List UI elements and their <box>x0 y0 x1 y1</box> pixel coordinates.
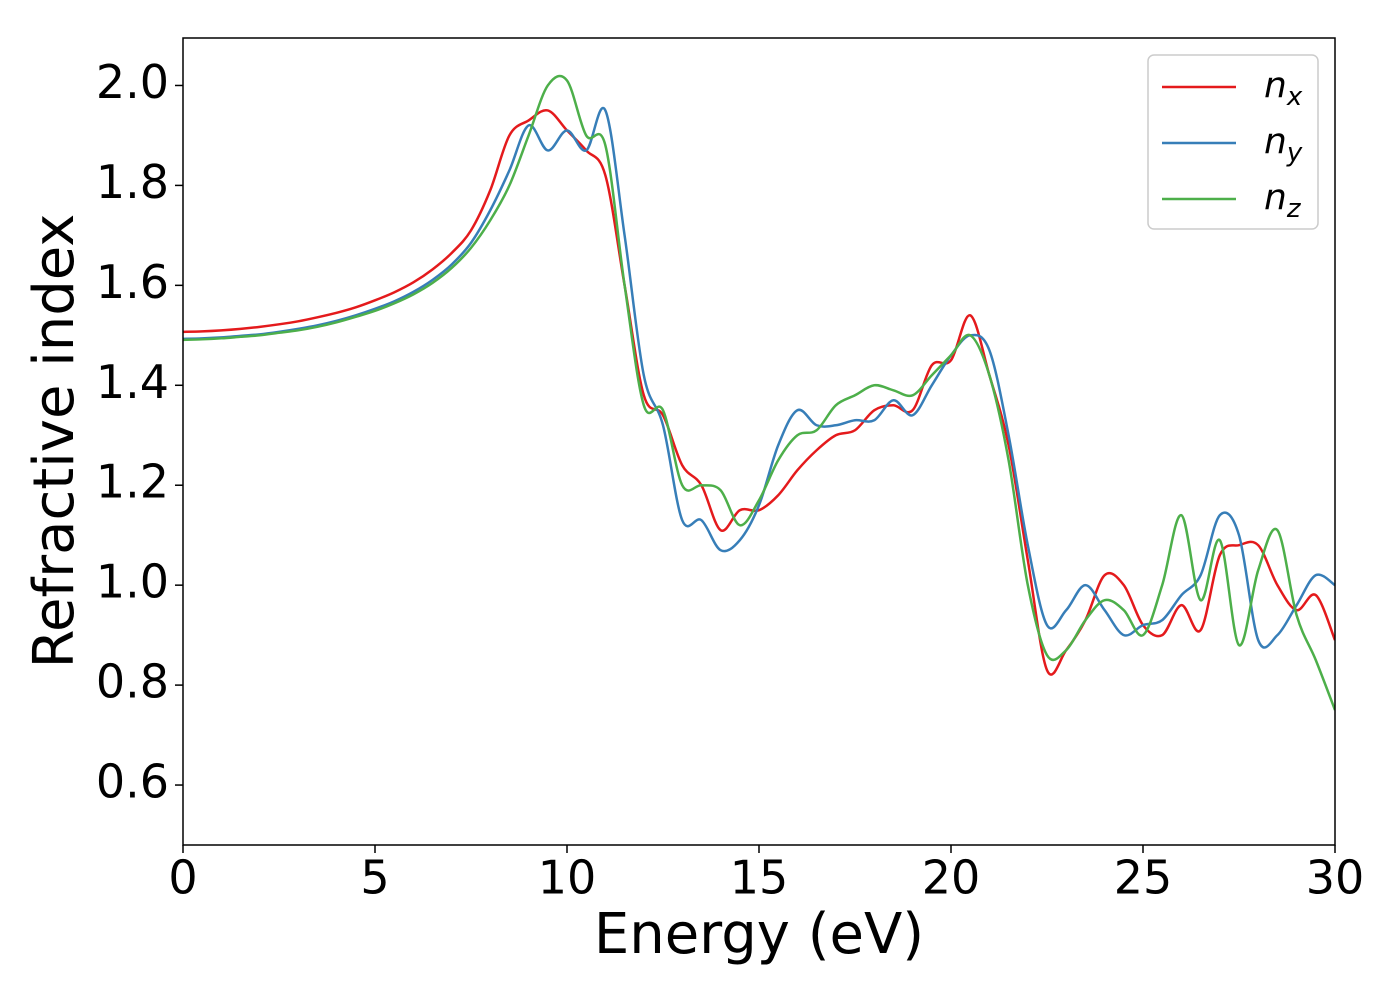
plot-frame <box>182 37 1336 846</box>
x-axis-label: Energy (eV) <box>594 902 924 967</box>
y-tick-label: 0.8 <box>96 655 169 709</box>
y-tick-label: 1.2 <box>96 455 169 509</box>
x-tick-label: 0 <box>168 851 197 905</box>
line-series <box>183 74 1335 711</box>
line-series <box>183 106 1335 649</box>
y-tick-label: 0.6 <box>96 755 169 809</box>
y-tick-label: 1.4 <box>96 355 169 409</box>
x-tick-label: 30 <box>1306 851 1365 905</box>
y-tick-label: 2.0 <box>96 55 169 109</box>
x-tick-label: 25 <box>1114 851 1173 905</box>
x-tick-label: 5 <box>360 851 389 905</box>
y-tick-label: 1.0 <box>96 555 169 609</box>
y-tick-label: 1.8 <box>96 155 169 209</box>
line-series <box>183 108 1335 676</box>
x-tick-label: 10 <box>538 851 597 905</box>
y-tick-label: 1.6 <box>96 255 169 309</box>
x-tick-label: 15 <box>730 851 789 905</box>
x-tick-label: 20 <box>922 851 981 905</box>
y-axis-label: Refractive index <box>22 214 87 669</box>
